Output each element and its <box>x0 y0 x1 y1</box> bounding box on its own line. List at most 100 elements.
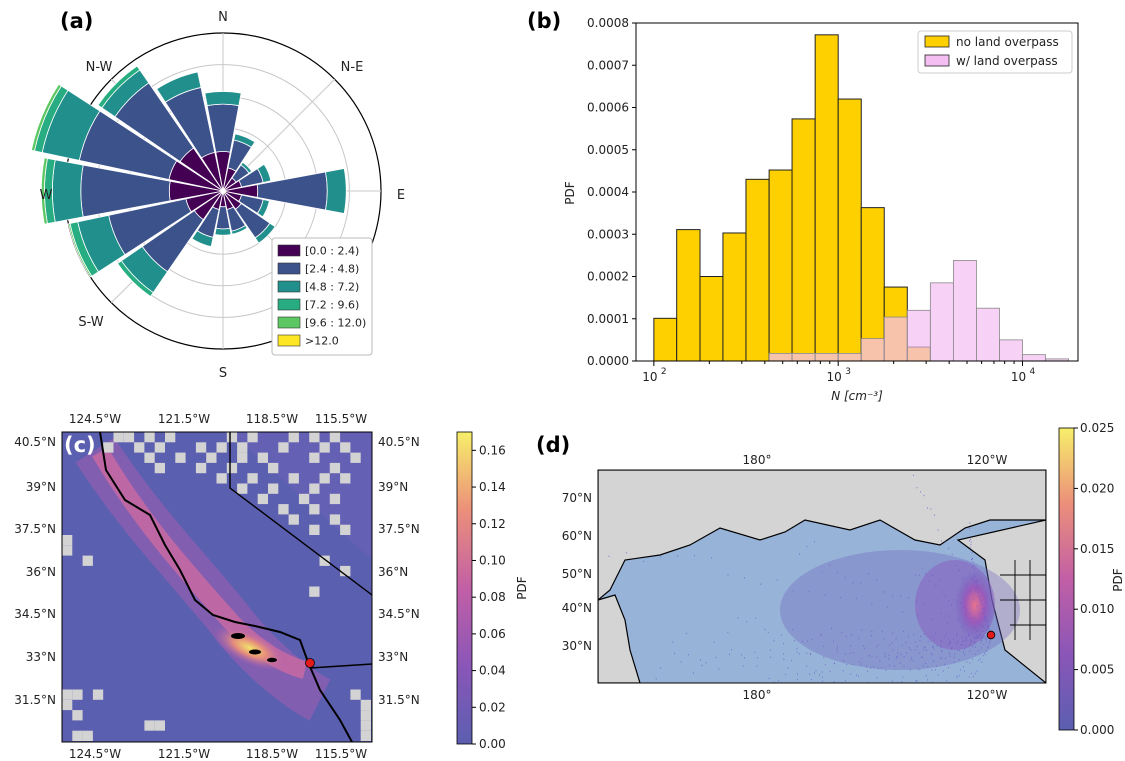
windrose-bar-180-2 <box>214 227 232 236</box>
windrose-direction-n-e: N-E <box>341 60 364 75</box>
map-d-lat-2: 50°N <box>562 567 592 581</box>
map-c-missing-cell-49 <box>82 555 93 566</box>
histogram-xlabel: N [cm⁻³] <box>831 389 883 403</box>
map-c-top-lon-3: 115.5°W <box>315 412 367 426</box>
bar-no-land-5 <box>768 169 793 362</box>
map-c-missing-cell-62 <box>350 689 361 700</box>
windrose-bar-135-2 <box>254 222 276 244</box>
map-c-missing-cell-42 <box>309 504 320 515</box>
windrose-bar-0-2 <box>204 91 242 107</box>
map-c-missing-cell-34 <box>340 473 351 484</box>
map-d-bottom-lon-0: 180° <box>743 688 772 702</box>
map-c-missing-cell-22 <box>257 452 268 463</box>
bar-land-7 <box>814 352 839 362</box>
bar-land-9 <box>860 338 885 362</box>
map-c-missing-cell-51 <box>340 565 351 577</box>
map-d-lat-4: 30°N <box>562 639 592 653</box>
map-c-missing-cell-19 <box>175 452 186 463</box>
map-c-missing-cell-38 <box>257 493 268 505</box>
windrose-bar-112.5-2 <box>256 199 270 218</box>
histogram-legend-label-1: w/ land overpass <box>956 54 1058 68</box>
map-c-left-lat-0: 40.5°N <box>14 435 56 449</box>
map-d-lat-1: 60°N <box>562 529 592 543</box>
bar-no-land-8 <box>837 98 862 362</box>
map-c-missing-cell-0 <box>113 432 124 443</box>
map-c-left-lat-1: 39°N <box>26 480 56 494</box>
map-c-missing-cell-23 <box>309 452 320 463</box>
map-d-land-north <box>598 470 1046 601</box>
map-c-missing-cell-44 <box>329 514 341 525</box>
windrose-legend-label-5: >12.0 <box>305 335 339 348</box>
bar-land-15 <box>999 339 1023 362</box>
map-c-national-border <box>309 663 372 669</box>
map-c-top-lon-1: 121.5°W <box>158 412 210 426</box>
map-c-missing-cell-2 <box>144 432 155 443</box>
map-c-site-marker <box>305 658 315 668</box>
map-c-missing-cell-29 <box>329 462 341 474</box>
bar-no-land-9 <box>860 207 885 362</box>
map-c-missing-cell-8 <box>329 432 341 443</box>
windrose-legend-swatch-2 <box>277 280 301 293</box>
map-c-missing-cell-57 <box>72 710 83 721</box>
map-c-missing-cell-9 <box>103 442 114 453</box>
map-c-missing-cell-43 <box>288 514 299 525</box>
windrose-bar-90-2 <box>325 168 347 214</box>
windrose-legend: [0.0 : 2.4) [2.4 : 4.8) [4.8 : 7.2) [7.2 : … <box>271 237 373 356</box>
windrose-bar-45-2 <box>240 161 253 174</box>
y-tick-label-0: 0.0000 <box>587 354 629 368</box>
map-c-missing-cell-1 <box>123 432 135 443</box>
map-c-missing-cell-54 <box>72 689 83 700</box>
windrose-legend-swatch-4 <box>277 316 301 329</box>
bar-land-10 <box>883 316 908 362</box>
bar-land-16 <box>1022 354 1046 362</box>
panel-a-windrose: (a) NN-EES-ESS-WWN-W [0.0 : 2.4)[2.4 : 4… <box>30 9 405 381</box>
bar-land-6 <box>791 352 816 362</box>
map-c-missing-cell-11 <box>154 442 165 453</box>
y-tick-label-5: 0.0005 <box>587 143 629 157</box>
map-c-missing-cell-64 <box>360 710 371 721</box>
y-tick-label-7: 0.0007 <box>587 58 629 72</box>
bar-land-12 <box>929 282 954 362</box>
x-tick-base-2: 10 <box>1011 370 1026 384</box>
panel-b-histogram: (b) 0.0000 0.0001 0.0002 0.0003 0.0004 0.0005… <box>527 9 1079 403</box>
windrose-bar-157.5-2 <box>231 224 248 235</box>
map-c-missing-cell-31 <box>247 473 258 484</box>
y-tick-label-8: 0.0008 <box>587 16 629 30</box>
map-c-state-border <box>229 432 372 596</box>
map-c-missing-cell-12 <box>195 442 207 453</box>
map-c-missing-cell-55 <box>92 689 104 700</box>
map-c-missing-cell-21 <box>237 452 248 463</box>
bar-no-land-6 <box>791 118 816 362</box>
windrose-legend-label-2: [4.8 : 7.2) <box>305 281 359 294</box>
panel-d-label: (d) <box>536 433 570 457</box>
windrose-legend-swatch-1 <box>277 262 301 275</box>
map-c-missing-cell-17 <box>340 442 351 453</box>
bar-no-land-0 <box>653 317 678 362</box>
colorbar-c-tick-label-5: 0.10 <box>479 553 506 567</box>
map-c-missing-cell-63 <box>360 699 371 711</box>
colorbar-c-tick-label-4: 0.08 <box>479 590 506 604</box>
map-c-missing-cell-7 <box>309 432 320 443</box>
map-c-bottom-lon-0: 124.5°W <box>69 747 121 761</box>
x-tick-base-0: 10 <box>642 370 657 384</box>
windrose-bar-247.5-4 <box>67 223 93 278</box>
map-c-top-lon-0: 124.5°W <box>69 412 121 426</box>
map-c-missing-cell-58 <box>144 720 155 731</box>
windrose-legend-label-3: [7.2 : 9.6) <box>305 299 359 312</box>
map-c-left-lat-3: 36°N <box>26 565 56 579</box>
windrose-bar-337.5-2 <box>156 71 202 103</box>
colorbar-d-tick-label-1: 0.005 <box>1080 663 1114 677</box>
map-c-missing-cell-33 <box>319 473 330 484</box>
map-c-left-lat-5: 33°N <box>26 650 56 664</box>
x-tick-exp-2: 4 <box>1030 367 1036 377</box>
map-c-missing-cell-16 <box>319 442 330 453</box>
colorbar-c-tick-label-6: 0.12 <box>479 517 506 531</box>
map-c-missing-cell-13 <box>216 442 227 453</box>
map-c-missing-cell-35 <box>237 483 248 494</box>
colorbar-c-tick-label-1: 0.02 <box>479 700 506 714</box>
map-c-bottom-lon-2: 118.5°W <box>246 747 298 761</box>
map-d-top-lon-1: 120°W <box>967 453 1008 467</box>
map-c-missing-cell-39 <box>298 493 310 505</box>
map-c-missing-cell-45 <box>309 524 320 535</box>
map-c-ticks: 124.5°W 124.5°W 121.5°W 121.5°W 118.5°W 118.5… <box>14 412 419 761</box>
